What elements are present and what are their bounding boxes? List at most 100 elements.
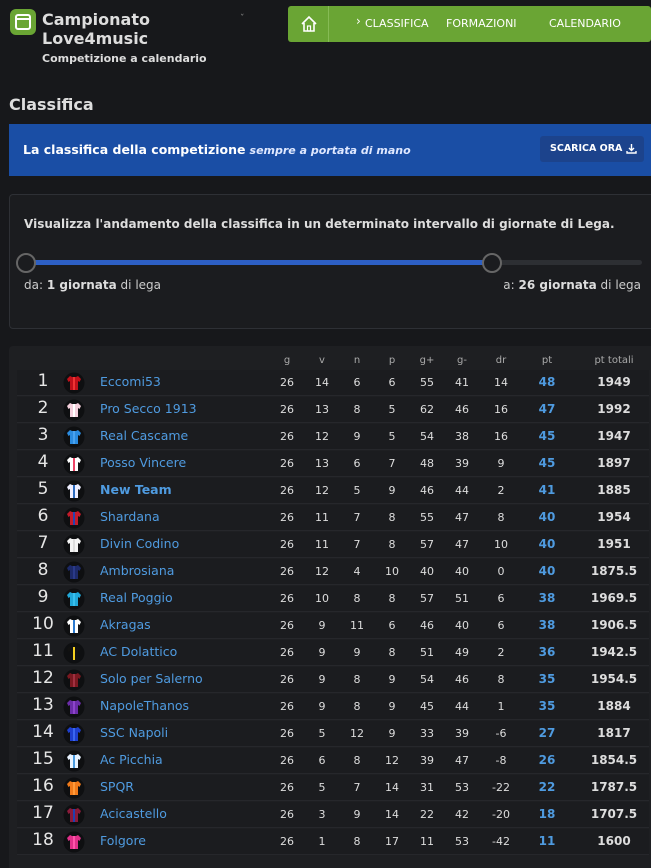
column-header: pt totali	[594, 355, 634, 366]
to-label: a:	[503, 278, 515, 292]
stat-cell: 14	[494, 376, 508, 389]
team-name[interactable]: New Team	[100, 482, 172, 497]
team-jersey	[63, 696, 85, 718]
team-name[interactable]: Ac Picchia	[100, 752, 163, 767]
stat-cell: 41	[538, 483, 556, 497]
stat-cell: 26	[280, 484, 294, 497]
column-header: pt	[541, 355, 553, 366]
stat-cell: -6	[495, 727, 507, 740]
stat-cell: 5	[388, 430, 396, 443]
team-name[interactable]: Akragas	[100, 617, 151, 632]
slider-handle[interactable]	[482, 253, 502, 273]
stat-cell: -20	[492, 808, 510, 821]
stat-cell: 26	[538, 753, 556, 767]
standings-table: g v n p g+ g-dr pt pt totali 1 Eccomi53 26 14 6 6 55 41…	[9, 346, 651, 868]
stat-cell: 62	[420, 403, 434, 416]
button-label: SCARICA ORA	[550, 143, 623, 154]
stat-cell: 8	[353, 835, 361, 848]
from-value: 1 giornata	[46, 278, 117, 292]
stat-cell: 51	[420, 646, 434, 659]
stat-cell: 0	[497, 565, 505, 578]
stat-cell: 26	[280, 592, 294, 605]
stat-cell: 3	[318, 808, 326, 821]
stat-cell: 47	[455, 511, 469, 524]
team-name[interactable]: Pro Secco 1913	[100, 401, 197, 416]
stat-cell: 8	[353, 754, 361, 767]
stat-cell: 6	[497, 592, 505, 605]
stat-cell: 8	[388, 646, 396, 659]
stat-cell: 1897	[597, 456, 631, 470]
stat-cell: 7	[353, 511, 361, 524]
stat-cell: 40	[455, 565, 469, 578]
download-button[interactable]: SCARICA ORA	[540, 136, 644, 162]
team-name[interactable]: Shardana	[100, 509, 160, 524]
team-name[interactable]: Real Poggio	[100, 590, 173, 605]
team-name[interactable]: Real Cascame	[100, 428, 189, 443]
stat-cell: 35	[538, 699, 556, 713]
stat-cell: 26	[280, 781, 294, 794]
team-name[interactable]: Solo per Salerno	[100, 671, 203, 686]
stat-cell: 36	[538, 645, 556, 659]
stat-cell: 53	[455, 835, 469, 848]
stat-cell: 12	[315, 565, 329, 578]
team-name[interactable]: Posso Vincere	[100, 455, 187, 470]
stat-cell: 38	[538, 591, 556, 605]
stat-cell: 45	[420, 700, 434, 713]
stat-cell: 40	[538, 510, 556, 524]
stat-cell: 47	[455, 754, 469, 767]
team-name[interactable]: AC Dolattico	[100, 644, 178, 659]
stat-cell: 5	[353, 484, 361, 497]
stat-cell: 12	[315, 430, 329, 443]
stat-cell: 26	[280, 565, 294, 578]
slider-handle[interactable]	[16, 253, 36, 273]
table-row: 6 Shardana 26 11 7 8 55 47 8 40 1954	[17, 505, 649, 531]
range-panel: Visualizza l'andamento della classifica …	[9, 194, 651, 329]
stat-cell: 1942.5	[590, 645, 638, 659]
stat-cell: 18	[538, 807, 556, 821]
team-name[interactable]: NapoleThanos	[100, 698, 190, 713]
stat-cell: 46	[455, 403, 469, 416]
stat-cell: 54	[420, 430, 434, 443]
stat-cell: 6	[388, 376, 396, 389]
table-row: 11 AC Dolattico 26 9 9 8 51 49 2 36 1942.5	[17, 640, 649, 666]
stat-cell: 1954.5	[590, 672, 638, 686]
stat-cell: 14	[385, 808, 399, 821]
stat-cell: 11	[315, 511, 329, 524]
team-name[interactable]: Divin Codino	[100, 536, 180, 551]
home-icon[interactable]	[300, 15, 318, 33]
rank: 14	[32, 722, 54, 742]
column-header: g	[283, 355, 291, 366]
team-name[interactable]: Ambrosiana	[100, 563, 175, 578]
title: Campionato Love4music	[42, 10, 150, 48]
team-name[interactable]: Eccomi53	[100, 374, 161, 389]
team-name[interactable]: SSC Napoli	[100, 725, 169, 740]
stat-cell: 9	[388, 673, 396, 686]
stat-cell: 1951	[597, 537, 631, 551]
team-name[interactable]: SPQR	[100, 779, 134, 794]
stat-cell: 33	[420, 727, 434, 740]
stat-cell: 44	[455, 700, 469, 713]
stat-cell: 8	[353, 403, 361, 416]
nav-item[interactable]: CALENDARIO	[549, 17, 621, 30]
table-row: 16 SPQR 26 5 7 14 31 53 -22 22 1787.5	[17, 775, 649, 801]
nav-item[interactable]: CLASSIFICA	[365, 17, 429, 30]
stat-cell: 26	[280, 835, 294, 848]
stat-cell: 10	[315, 592, 329, 605]
stat-cell: 1906.5	[590, 618, 638, 632]
nav-item[interactable]: FORMAZIONI	[446, 17, 517, 30]
stat-cell: 45	[538, 429, 556, 443]
stat-cell: 14	[315, 376, 329, 389]
rank: 11	[32, 641, 54, 661]
team-name[interactable]: Folgore	[100, 833, 147, 848]
team-name[interactable]: Acicastello	[100, 806, 167, 821]
team-jersey	[63, 372, 85, 394]
stat-cell: 8	[497, 673, 505, 686]
stat-cell: 40	[538, 537, 556, 551]
stat-cell: 5	[318, 781, 326, 794]
rank: 17	[32, 803, 54, 823]
stat-cell: 47	[455, 538, 469, 551]
stat-cell: 57	[420, 538, 434, 551]
stat-cell: 11	[420, 835, 434, 848]
stat-cell: 41	[455, 376, 469, 389]
stat-cell: 26	[280, 673, 294, 686]
